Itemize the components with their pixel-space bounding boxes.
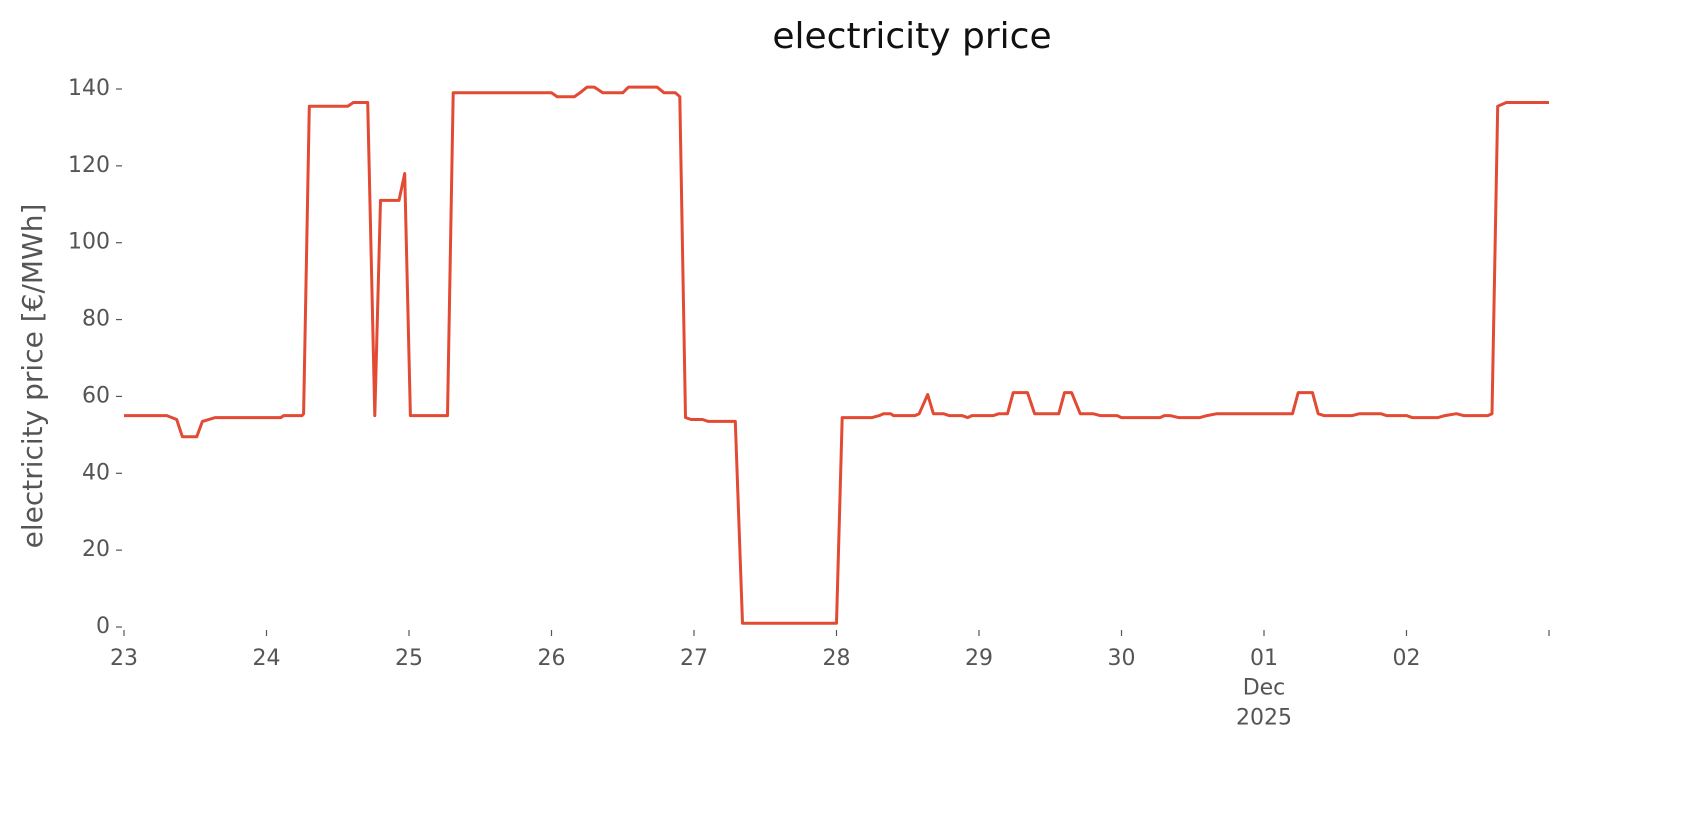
y-tick-label: 140	[68, 76, 110, 101]
y-axis-label: electricity price [€/MWh]	[16, 204, 49, 549]
price-line	[124, 85, 1549, 625]
y-tick-label: 0	[96, 614, 110, 639]
y-tick-label: 20	[82, 537, 110, 562]
x-tick-label: 27	[680, 646, 708, 671]
y-tick-label: 120	[68, 153, 110, 178]
x-tick-label: 29	[965, 646, 993, 671]
y-tick-label: 40	[82, 460, 110, 485]
x-tick-label: 02	[1393, 646, 1421, 671]
x-tick-label: 30	[1108, 646, 1136, 671]
x-tick-label: 01 Dec 2025	[1236, 646, 1292, 730]
x-tick-label: 23	[110, 646, 138, 671]
x-tick-label: 24	[253, 646, 281, 671]
x-tick-label: 26	[538, 646, 566, 671]
chart-title: electricity price	[772, 16, 1051, 57]
y-tick-label: 100	[68, 230, 110, 255]
x-tick-label: 28	[823, 646, 851, 671]
x-tick-label: 25	[395, 646, 423, 671]
y-tick-label: 60	[82, 383, 110, 408]
y-tick-label: 80	[82, 307, 110, 332]
